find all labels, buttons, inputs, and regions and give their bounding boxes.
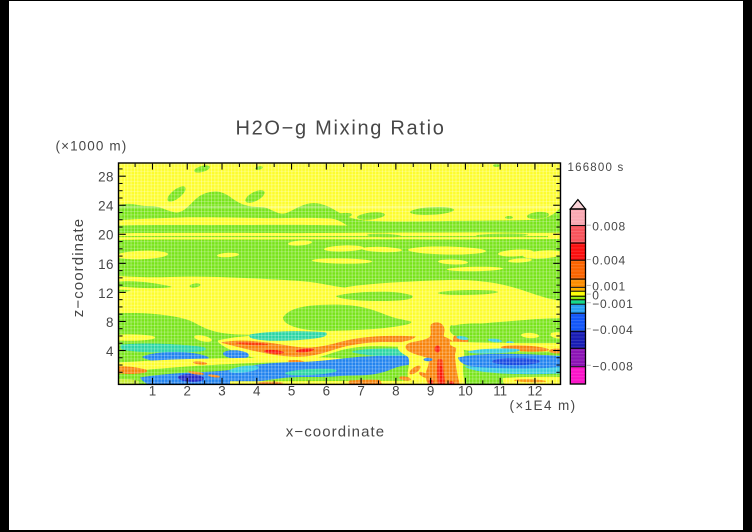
svg-text:8: 8 (106, 315, 114, 330)
svg-text:−0.008: −0.008 (592, 360, 633, 374)
svg-text:−0.001: −0.001 (592, 297, 633, 311)
svg-text:20: 20 (98, 228, 114, 243)
svg-text:0.001: 0.001 (592, 280, 626, 294)
svg-text:H2O−g Mixing Ratio: H2O−g Mixing Ratio (235, 118, 445, 140)
svg-text:(×1000 m): (×1000 m) (56, 139, 128, 154)
svg-text:166800 s: 166800 s (568, 162, 625, 174)
svg-text:0: 0 (592, 288, 599, 302)
svg-text:−0.004: −0.004 (592, 323, 633, 337)
svg-text:11: 11 (493, 384, 507, 399)
svg-text:1: 1 (149, 384, 156, 399)
svg-text:28: 28 (98, 170, 114, 185)
svg-text:24: 24 (98, 199, 114, 214)
svg-text:z−coordinate: z−coordinate (70, 218, 87, 318)
svg-text:5: 5 (288, 384, 295, 399)
svg-text:10: 10 (458, 384, 473, 399)
svg-text:12: 12 (527, 384, 542, 399)
svg-text:8: 8 (392, 384, 399, 399)
svg-text:0.004: 0.004 (592, 254, 626, 268)
svg-text:6: 6 (323, 384, 330, 399)
svg-text:(×1E4 m): (×1E4 m) (509, 398, 576, 413)
svg-text:9: 9 (427, 384, 434, 399)
svg-text:x−coordinate: x−coordinate (286, 424, 386, 441)
svg-text:16: 16 (98, 257, 114, 272)
svg-text:4: 4 (253, 384, 261, 399)
svg-text:7: 7 (357, 384, 364, 399)
svg-text:2: 2 (184, 384, 191, 399)
svg-text:0.008: 0.008 (592, 219, 626, 233)
svg-text:4: 4 (106, 344, 114, 359)
svg-text:3: 3 (218, 384, 225, 399)
svg-text:12: 12 (98, 286, 114, 301)
